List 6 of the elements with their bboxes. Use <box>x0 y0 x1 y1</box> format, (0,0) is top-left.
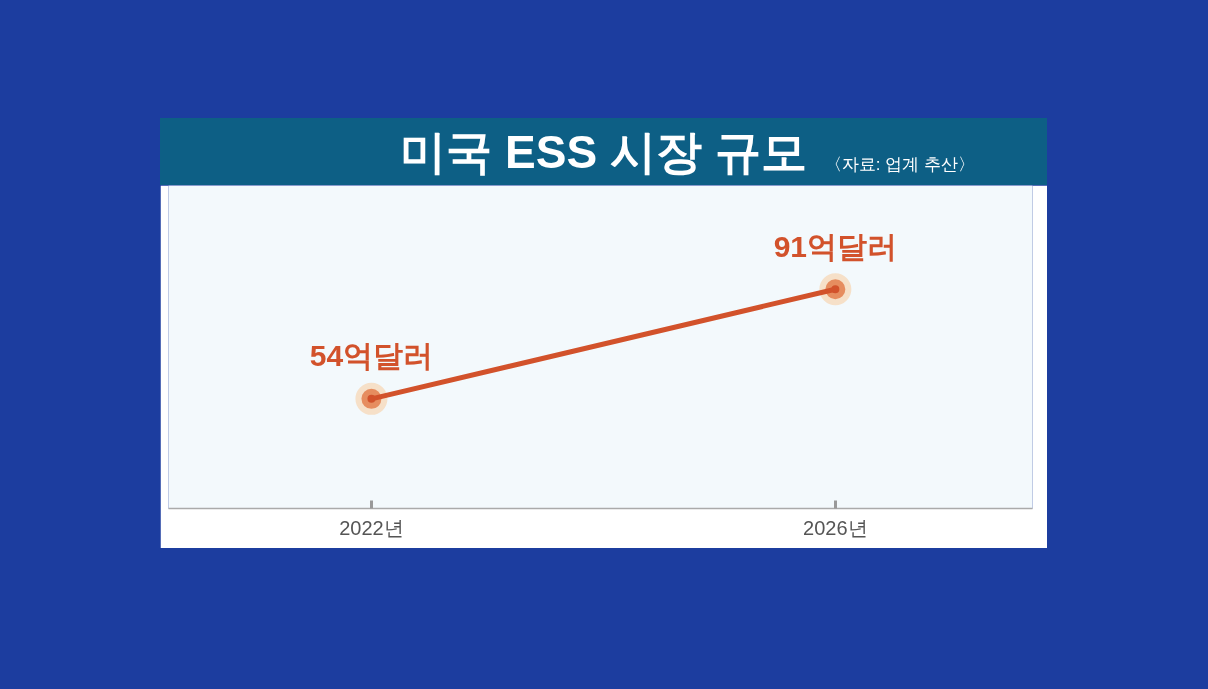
text: 〈자료: 업계 추산〉 <box>824 153 975 176</box>
x-tick-label: 2026년 <box>803 516 868 539</box>
chart-title: 미국 ESS 시장 규모 <box>400 126 807 178</box>
x-tick-label: 2022년 <box>339 516 404 539</box>
data-label: 91억달러 <box>773 229 898 263</box>
data-label: 54억달러 <box>309 339 434 373</box>
